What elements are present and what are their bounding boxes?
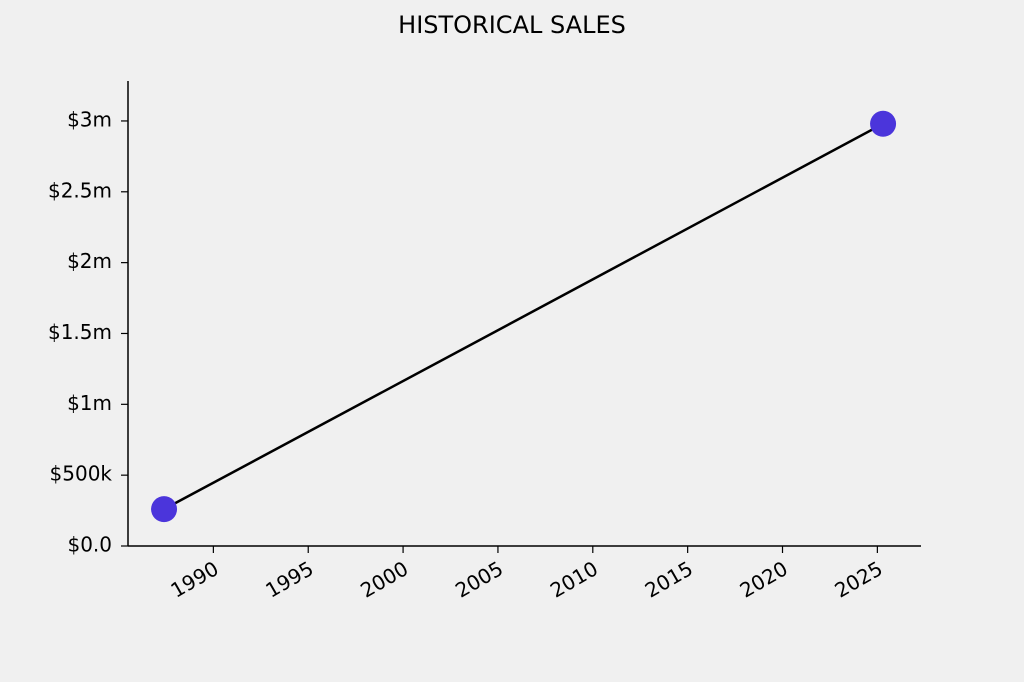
y-tick-label: $2.5m: [48, 178, 112, 202]
y-tick-label: $1m: [67, 391, 112, 415]
y-tick-label: $1.5m: [48, 320, 112, 344]
y-tick-label: $2m: [67, 249, 112, 273]
y-tick-label: $3m: [67, 107, 112, 131]
chart-title: HISTORICAL SALES: [398, 11, 626, 39]
line: [163, 122, 884, 511]
y-tick-label: $0.0: [67, 533, 112, 557]
y-tick-label: $500k: [50, 462, 113, 486]
point: [151, 496, 178, 523]
point: [870, 110, 897, 137]
